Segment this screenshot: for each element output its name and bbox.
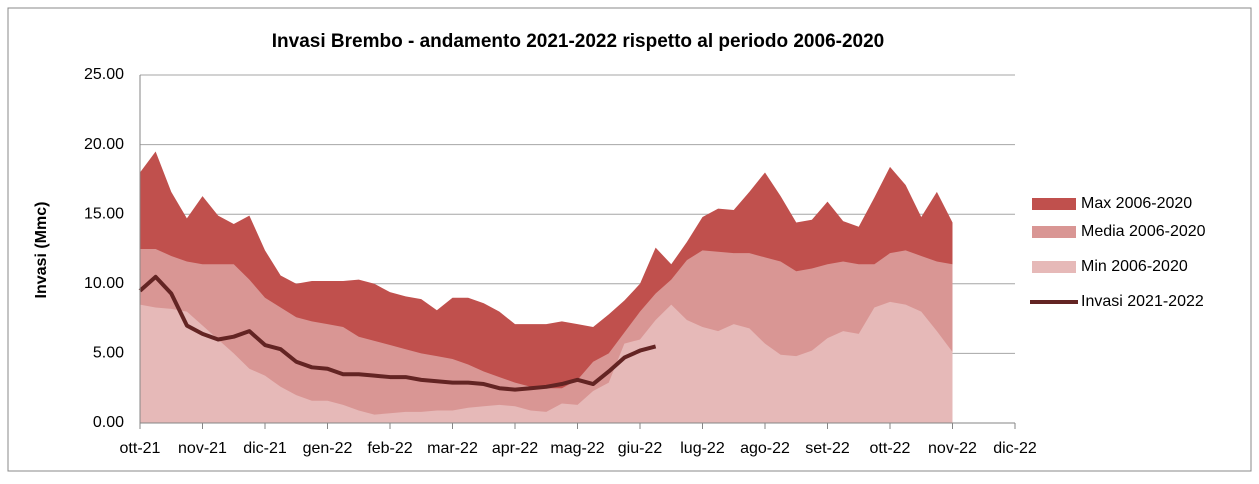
chart-title: Invasi Brembo - andamento 2021-2022 risp… [272,31,884,52]
legend-label: Media 2006-2020 [1081,223,1206,240]
y-tick-label: 25.00 [84,66,124,83]
legend-swatch [1032,226,1076,238]
x-tick-label: ott-22 [870,440,911,457]
x-tick-label: ott-21 [120,440,161,457]
area [140,301,953,423]
y-tick-label: 0.00 [93,414,124,431]
y-tick-label: 10.00 [84,275,124,292]
x-tick-label: set-22 [805,440,850,457]
x-tick-label: apr-22 [492,440,538,457]
y-tick-label: 20.00 [84,136,124,153]
x-tick-label: ago-22 [740,440,790,457]
x-tick-label: giu-22 [618,440,663,457]
x-tick-label: dic-22 [993,440,1037,457]
x-tick-label: nov-22 [928,440,977,457]
legend-label: Min 2006-2020 [1081,258,1188,275]
legend-swatch [1032,261,1076,273]
legend-label: Max 2006-2020 [1081,195,1192,212]
legend-swatch [1032,198,1076,210]
y-tick-label: 5.00 [93,345,124,362]
x-tick-label: mag-22 [550,440,604,457]
line [138,274,657,392]
x-tick-label: dic-21 [243,440,287,457]
x-tick-label: mar-22 [427,440,478,457]
x-tick-label: gen-22 [303,440,353,457]
legend-label: Invasi 2021-2022 [1081,293,1204,310]
x-tick-label: nov-21 [178,440,227,457]
x-tick-label: feb-22 [367,440,412,457]
y-tick-label: 15.00 [84,205,124,222]
y-axis-label: Invasi (Mmc) [33,202,50,299]
x-tick-label: lug-22 [680,440,725,457]
